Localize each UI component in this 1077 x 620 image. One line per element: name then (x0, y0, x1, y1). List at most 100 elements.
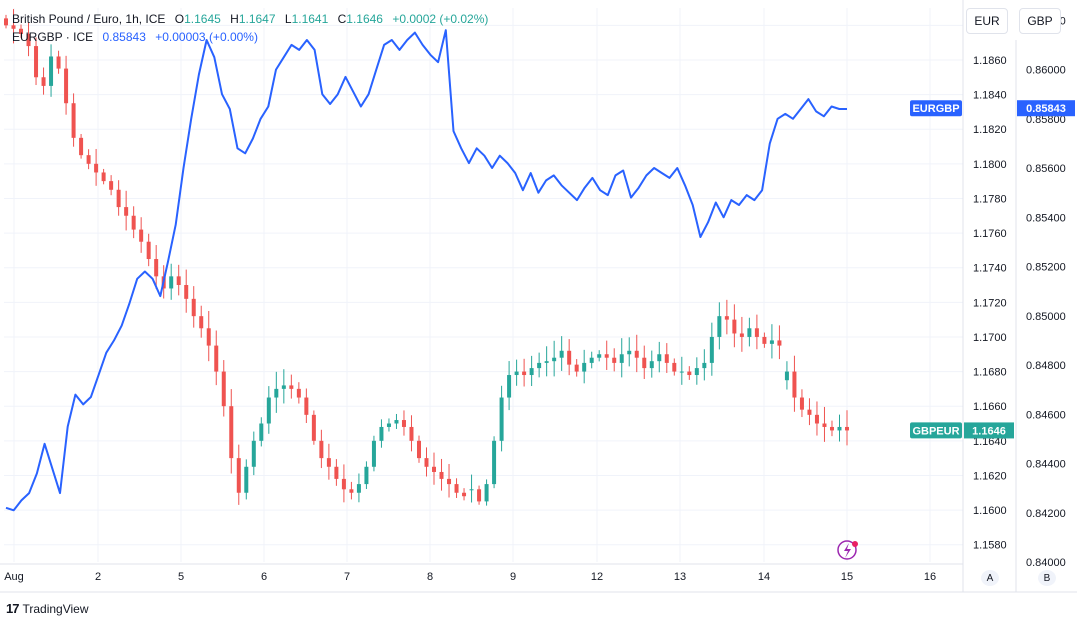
brand-text: TradingView (22, 601, 89, 616)
left-axis-tick: 1.1680 (973, 367, 1007, 379)
candle-body (311, 414, 316, 441)
candle-body (364, 466, 369, 485)
candle-body (341, 478, 346, 490)
left-axis-tick: 1.1800 (973, 159, 1007, 171)
candle-body (687, 371, 692, 376)
right-axis-tick: 0.85400 (1026, 212, 1066, 224)
candle-body (492, 440, 497, 485)
candle-body (131, 215, 136, 230)
x-axis-tick: 9 (510, 571, 516, 583)
candle-body (199, 316, 204, 329)
candle-body (169, 276, 174, 289)
candle-body (574, 364, 579, 372)
candle-body (49, 56, 54, 86)
right-axis-tick: 0.84000 (1026, 557, 1066, 569)
right-axis-tick: 0.84800 (1026, 360, 1066, 372)
candle-body (221, 371, 226, 407)
candle-body (724, 316, 729, 320)
candle-body (401, 420, 406, 427)
left-axis-tick: 1.1860 (973, 55, 1007, 67)
candle-body (432, 466, 437, 472)
candle-body (424, 458, 429, 467)
legend-eurgbp: EURGBP · ICE 0.85843 +0.00003 (+0.00%) (12, 30, 258, 44)
legend-high: 1.1647 (238, 12, 276, 26)
candle-body (4, 18, 8, 26)
candle-body (274, 388, 279, 398)
candle-body (251, 440, 256, 467)
candle-body (627, 350, 632, 355)
candle-body (154, 259, 159, 277)
legend-change: +0.0002 (+0.02%) (392, 12, 489, 26)
candle-body (379, 426, 384, 441)
candle-body (236, 458, 241, 493)
left-axis-tick: 1.1660 (973, 401, 1007, 413)
candle-body (19, 28, 24, 34)
candle-body (822, 423, 827, 427)
x-axis-tick: 7 (344, 571, 350, 583)
left-axis-tick: 1.1760 (973, 228, 1007, 240)
candle-body (739, 333, 744, 337)
candle-body (319, 440, 324, 459)
candle-body (754, 328, 759, 337)
price-axis-bg (963, 0, 1077, 592)
scale-eur-button[interactable]: EUR (966, 8, 1008, 34)
candle-body (552, 357, 557, 362)
candle-body (597, 354, 602, 358)
left-axis-tick: 1.1780 (973, 193, 1007, 205)
gbpeur-candles (4, 9, 849, 506)
right-axis-tick: 0.85800 (1026, 114, 1066, 126)
legend-title: British Pound / Euro, 1h, ICE (12, 12, 166, 26)
candle-body (792, 371, 797, 398)
candle-body (514, 371, 519, 376)
candle-body (657, 354, 662, 362)
eurgbp-series-line (5, 29, 847, 512)
axis-b-button[interactable]: B (1038, 570, 1056, 586)
right-axis-tick: 0.85600 (1026, 163, 1066, 175)
candle-body (702, 362, 707, 369)
candle-body (672, 362, 677, 372)
candle-body (634, 350, 639, 358)
candle-body (709, 336, 714, 363)
candle-body (522, 371, 527, 376)
left-axis-tick: 1.1580 (973, 540, 1007, 552)
candle-body (86, 155, 91, 164)
right-axis-tick: 0.84400 (1026, 459, 1066, 471)
candle-body (289, 385, 294, 389)
x-axis-tick: 8 (427, 571, 433, 583)
candle-body (582, 362, 587, 372)
candle-body (94, 163, 99, 173)
grid (4, 8, 963, 562)
eurgbp-label-tag (910, 100, 962, 117)
candle-body (447, 478, 452, 485)
right-axis-tick: 0.84600 (1026, 409, 1066, 421)
candle-body (386, 423, 391, 427)
candle-body (559, 350, 564, 358)
candle-body (214, 345, 219, 372)
candle-body (642, 357, 647, 369)
candle-body (567, 350, 572, 365)
lightning-icon (837, 540, 857, 560)
candle-body (462, 492, 467, 497)
legend-eurgbp-value: 0.85843 (102, 30, 146, 44)
legend-open: 1.1645 (184, 12, 221, 26)
candle-body (56, 56, 61, 69)
x-axis-tick: 2 (95, 571, 101, 583)
candle-body (507, 375, 512, 398)
candle-body (814, 414, 819, 424)
candle-body (747, 328, 752, 337)
candle-body (784, 371, 789, 381)
candle-body (762, 336, 767, 344)
candle-body (79, 137, 84, 156)
axis-a-button[interactable]: A (981, 570, 999, 586)
candle-body (191, 298, 196, 317)
candle-body (837, 426, 842, 431)
candle-body (349, 489, 354, 493)
x-axis-tick: 12 (591, 571, 603, 583)
candle-body (229, 406, 234, 459)
tradingview-brand[interactable]: 17 TradingView (6, 601, 89, 616)
scale-gbp-button[interactable]: GBP (1019, 8, 1061, 34)
candle-body (829, 426, 834, 431)
candle-body (34, 46, 39, 78)
tradingview-logo-icon: 17 (6, 601, 20, 616)
